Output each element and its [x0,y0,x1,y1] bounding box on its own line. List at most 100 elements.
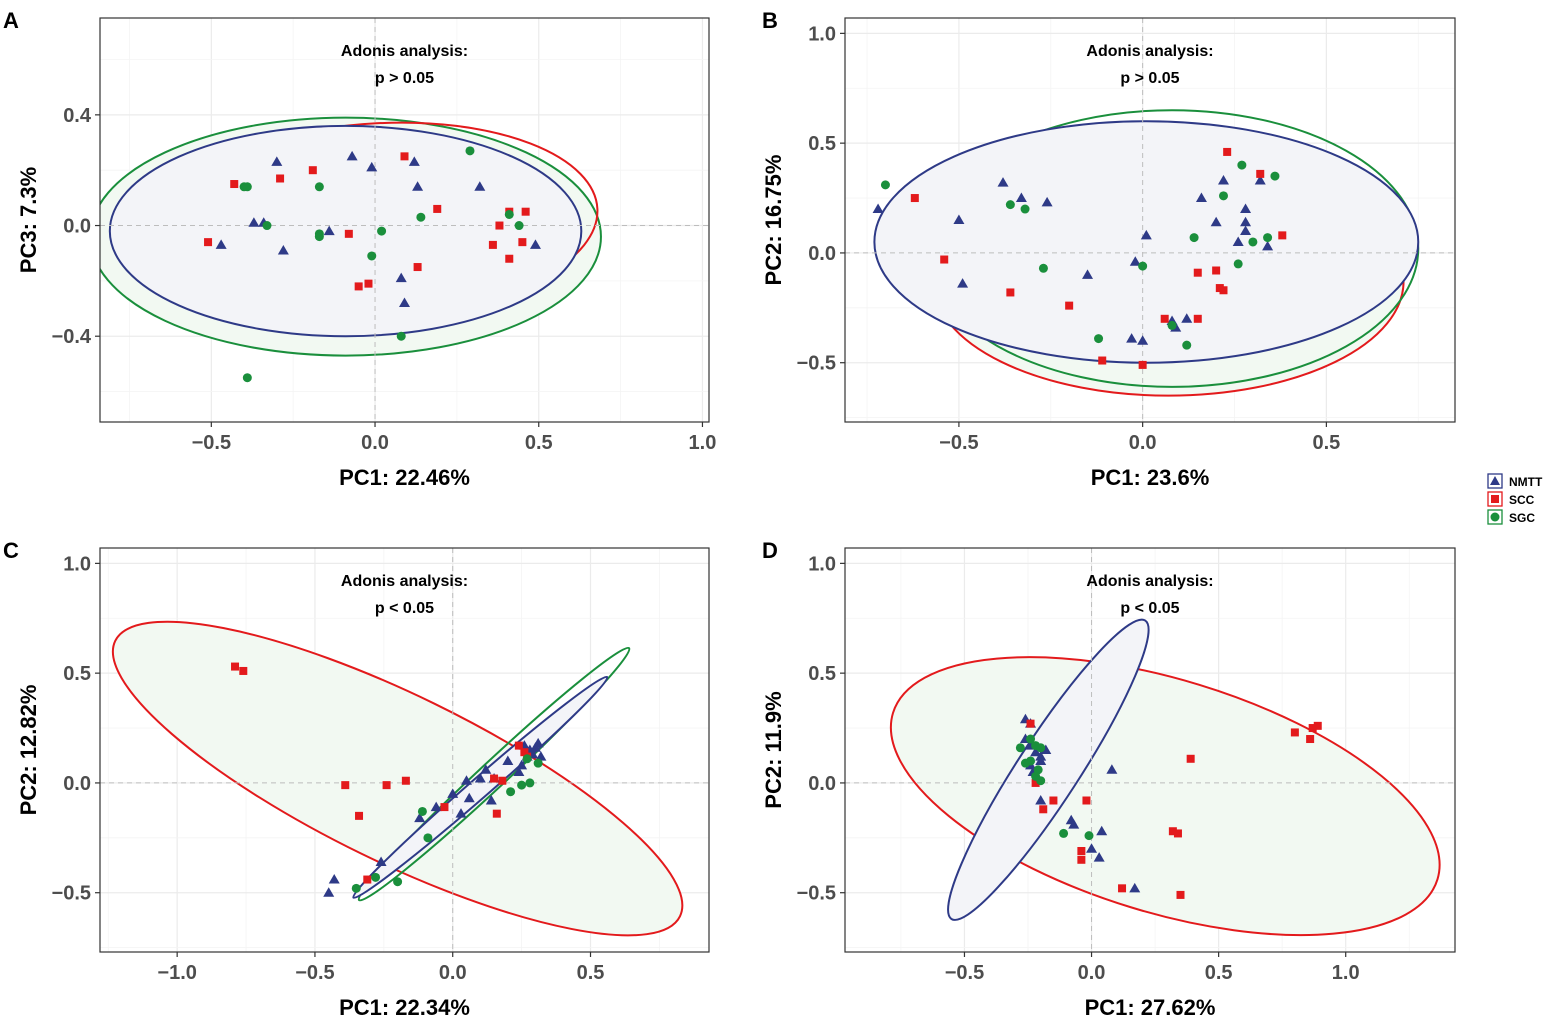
point-nmtt [1086,843,1098,853]
x-tick-label: 1.0 [689,432,717,454]
adonis-title: Adonis analysis: [341,43,468,60]
point-scc [1118,884,1127,893]
point-sgc [416,212,426,222]
confidence-ellipses [873,109,1420,397]
y-tick-label: 1.0 [808,553,836,575]
point-nmtt [1217,174,1229,185]
adonis-title: Adonis analysis: [1086,43,1213,60]
point-sgc [880,180,890,190]
point-sgc [1094,334,1104,344]
x-tick-label: −0.5 [192,432,231,454]
point-nmtt [480,764,492,774]
adonis-title: Adonis analysis: [341,573,468,590]
y-tick-label: 1.0 [63,553,91,575]
point-nmtt [323,887,335,897]
point-nmtt [513,766,525,776]
point-scc [1160,314,1169,323]
point-scc [1138,360,1147,369]
point-scc [276,174,285,183]
point-nmtt [430,801,442,812]
panel-border [844,17,1456,423]
point-scc [1256,169,1265,178]
confidence-ellipses [111,620,684,937]
point-scc [1212,266,1221,275]
x-tick-label: −0.5 [945,962,984,984]
panel-a: −0.5 0.0 0.5 1.0 −0.4 0.0 0.4 PC1: 22.46% PC3: 7… [3,8,717,490]
point-scc [1098,356,1107,365]
y-tick-label: 0.5 [808,663,836,685]
point-nmtt [529,239,541,249]
point-sgc [1084,831,1094,841]
point-nmtt [1106,764,1118,774]
y-tick-label: −0.5 [797,883,836,905]
point-scc [231,662,240,671]
point-nmtt [872,203,884,214]
point-scc [505,254,514,263]
point-sgc [465,146,475,156]
point-nmtt [1126,333,1138,343]
point-scc [1193,268,1202,277]
x-tick-label: 0.0 [361,432,389,454]
point-nmtt [375,856,387,866]
point-sgc [371,872,381,882]
point-sgc [242,182,252,192]
point-nmtt [1181,313,1193,323]
point-nmtt [474,773,486,783]
y-tick-label: 0.0 [808,243,836,265]
point-nmtt [1232,236,1244,246]
y-axis-title: PC2: 11.9% [761,691,786,808]
point-scc [492,809,501,818]
point-scc [1173,829,1182,838]
point-nmtt [215,239,227,249]
point-sgc [517,780,527,790]
point-nmtt [366,161,378,172]
square-icon [1491,495,1499,503]
point-sgc [1038,263,1048,273]
point-sgc [504,209,514,219]
point-scc [401,776,410,785]
legend-label: NMTT [1509,475,1543,489]
point-sgc [1036,776,1046,786]
point-nmtt [408,156,420,166]
point-nmtt [1082,269,1094,279]
point-nmtt [463,792,475,803]
point-nmtt [323,225,335,236]
point-sgc [1237,160,1247,170]
point-nmtt [1041,196,1053,207]
panel-d: −0.5 0.0 0.5 1.0 −0.5 0.0 0.5 1.0 PC1: 27.62% PC2… [761,538,1456,1016]
point-sgc [522,754,532,764]
point-scc [364,279,373,288]
y-tick-label: 0.4 [63,105,92,127]
point-scc [1082,796,1091,805]
point-sgc [1026,734,1036,744]
point-scc [433,204,442,213]
y-tick-label: −0.4 [52,326,92,348]
ellipse-nmtt [352,675,609,899]
legend: NMTT SCC SGC [1487,473,1543,525]
point-scc [382,781,391,790]
panel-border [844,547,1456,953]
point-nmtt [1240,225,1252,235]
y-axis-title: PC2: 12.82% [16,685,41,816]
panel-letter: A [3,8,19,33]
x-tick-label: 0.5 [525,432,553,454]
point-scc [1278,231,1287,240]
x-axis-title: PC1: 27.62% [1085,995,1216,1016]
point-nmtt [1262,240,1274,251]
point-nmtt [248,217,260,227]
point-scc [940,255,949,264]
point-scc [1306,735,1315,744]
point-sgc [1263,233,1273,243]
point-scc [1176,890,1185,899]
point-nmtt [474,181,486,191]
point-scc [910,194,919,203]
data-points [872,147,1287,369]
y-tick-label: −0.5 [52,883,91,905]
point-sgc [1189,233,1199,243]
point-sgc [367,251,377,261]
legend-item-nmtt: NMTT [1487,473,1543,489]
x-axis-title: PC1: 23.6% [1091,465,1210,490]
point-nmtt [1129,256,1141,266]
adonis-p-value: p < 0.05 [1120,600,1179,617]
point-nmtt [502,755,514,765]
